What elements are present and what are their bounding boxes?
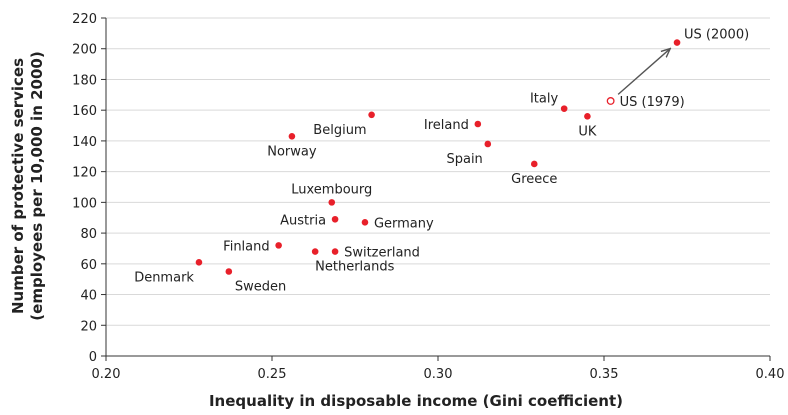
- label-greece: Greece: [511, 172, 557, 187]
- label-luxembourg: Luxembourg: [291, 182, 372, 197]
- y-axis-title-line1: Number of protective services: [9, 58, 27, 314]
- point-netherlands: [311, 248, 319, 255]
- y-tick-label: 60: [80, 258, 97, 273]
- y-tick-label: 220: [72, 12, 97, 27]
- x-tick-label: 0.40: [756, 367, 785, 382]
- point-switzerland: [331, 248, 339, 255]
- point-luxembourg: [328, 199, 336, 206]
- y-axis-title-line2: (employees per 10,000 in 2000): [28, 51, 46, 320]
- label-switzerland: Switzerland: [344, 246, 420, 261]
- y-tick-label: 140: [72, 135, 97, 150]
- label-italy: Italy: [530, 92, 559, 107]
- label-germany: Germany: [374, 216, 434, 231]
- x-tick-label: 0.20: [92, 367, 121, 382]
- trend-arrow: [617, 49, 669, 95]
- y-tick-label: 180: [72, 73, 97, 88]
- label-spain: Spain: [446, 152, 482, 167]
- axes: 0 20 40 60 80 100 120 140 160 180 200 220 0.20 0.25 0.…: [72, 12, 784, 382]
- label-us-1979: US (1979): [620, 95, 685, 110]
- point-denmark: [195, 258, 203, 266]
- point-greece: [530, 160, 538, 168]
- point-sweden: [225, 268, 233, 275]
- y-tick-label: 0: [89, 350, 97, 365]
- point-finland: [275, 242, 282, 249]
- label-ireland: Ireland: [424, 118, 469, 133]
- point-norway: [288, 133, 296, 140]
- label-finland: Finland: [223, 239, 269, 254]
- y-tick-label: 160: [72, 104, 97, 119]
- point-ireland: [474, 120, 482, 128]
- label-uk: UK: [578, 124, 597, 139]
- point-spain: [484, 140, 492, 148]
- y-tick-label: 200: [72, 43, 97, 58]
- label-denmark: Denmark: [134, 270, 194, 285]
- point-germany: [361, 219, 369, 226]
- label-norway: Norway: [267, 144, 317, 159]
- x-axis-title: Inequality in disposable income (Gini co…: [209, 392, 623, 410]
- x-tick-label: 0.30: [424, 367, 453, 382]
- point-us-2000: [673, 39, 681, 46]
- data-points: [195, 39, 681, 275]
- label-us-2000: US (2000): [684, 28, 749, 43]
- label-belgium: Belgium: [313, 123, 366, 138]
- x-tick-label: 0.35: [590, 367, 619, 382]
- point-us-1979: [606, 97, 615, 105]
- y-tick-label: 80: [80, 227, 97, 242]
- gridlines: [106, 17, 770, 326]
- label-austria: Austria: [280, 213, 326, 228]
- point-belgium: [368, 111, 375, 119]
- x-tick-label: 0.25: [258, 367, 287, 382]
- point-labels: Denmark Sweden Finland NetherlandsSwitzerla…: [134, 28, 749, 295]
- y-tick-label: 20: [80, 319, 97, 334]
- label-sweden: Sweden: [235, 280, 286, 295]
- label-netherlands: Netherlands: [315, 260, 394, 275]
- y-tick-label: 100: [72, 196, 97, 211]
- point-italy: [560, 105, 568, 112]
- y-tick-label: 40: [80, 289, 97, 304]
- trend-arrow-line: [617, 49, 669, 95]
- y-tick-label: 120: [72, 166, 97, 181]
- point-austria: [331, 215, 339, 223]
- point-uk: [584, 113, 591, 120]
